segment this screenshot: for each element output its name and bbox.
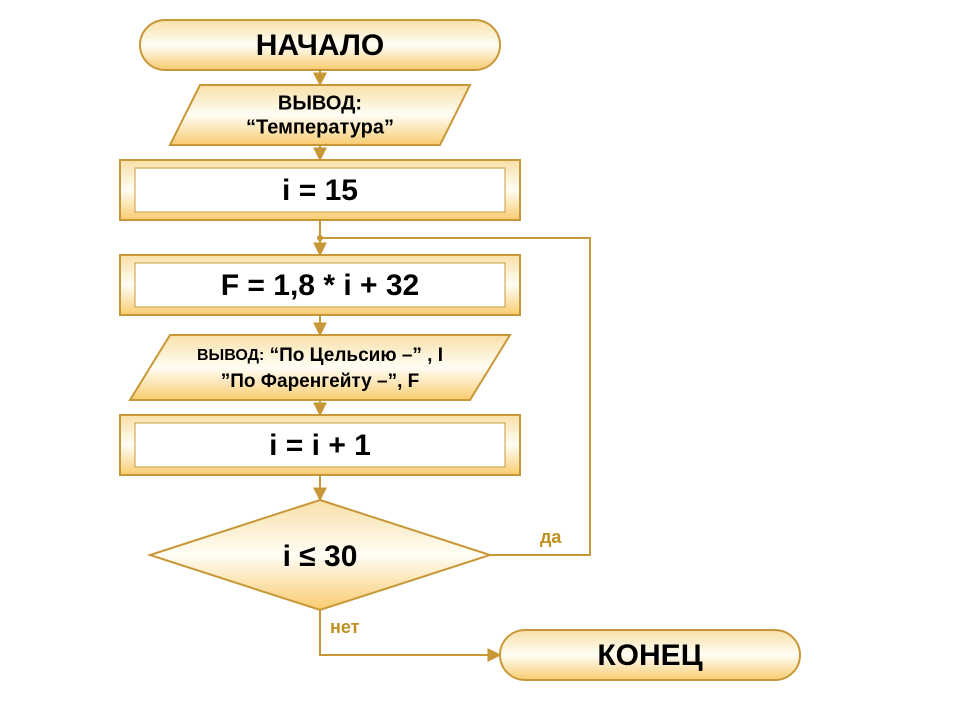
inc-label: i = i + 1 (269, 429, 371, 462)
label-yes: да (540, 527, 562, 547)
node-calc: F = 1,8 * i + 32 (120, 255, 520, 315)
node-output-2: ВЫВОД: “По Цельсию –” , I ”По Фаренгейту… (130, 335, 510, 400)
flowchart: НАЧАЛО ВЫВОД: “Температура” i = 15 F = 1… (0, 0, 960, 720)
init-label: i = 15 (282, 174, 358, 207)
node-init: i = 15 (120, 160, 520, 220)
node-end: КОНЕЦ (500, 630, 800, 680)
node-output-1: ВЫВОД: “Температура” (170, 85, 470, 145)
out2-line2: ”По Фаренгейту –”, F (221, 371, 420, 392)
merge-dot (317, 235, 323, 241)
cond-label: i ≤ 30 (283, 540, 358, 573)
out1-line1: ВЫВОД: (278, 92, 362, 114)
calc-label: F = 1,8 * i + 32 (221, 269, 419, 302)
node-condition: i ≤ 30 (150, 500, 490, 610)
node-inc: i = i + 1 (120, 415, 520, 475)
node-start: НАЧАЛО (140, 20, 500, 70)
start-label: НАЧАЛО (256, 29, 385, 62)
out1-line2: “Температура” (246, 116, 394, 138)
out2-line1: ВЫВОД: “По Цельсию –” , I (197, 345, 443, 366)
label-no: нет (330, 617, 360, 637)
end-label: КОНЕЦ (597, 639, 702, 672)
